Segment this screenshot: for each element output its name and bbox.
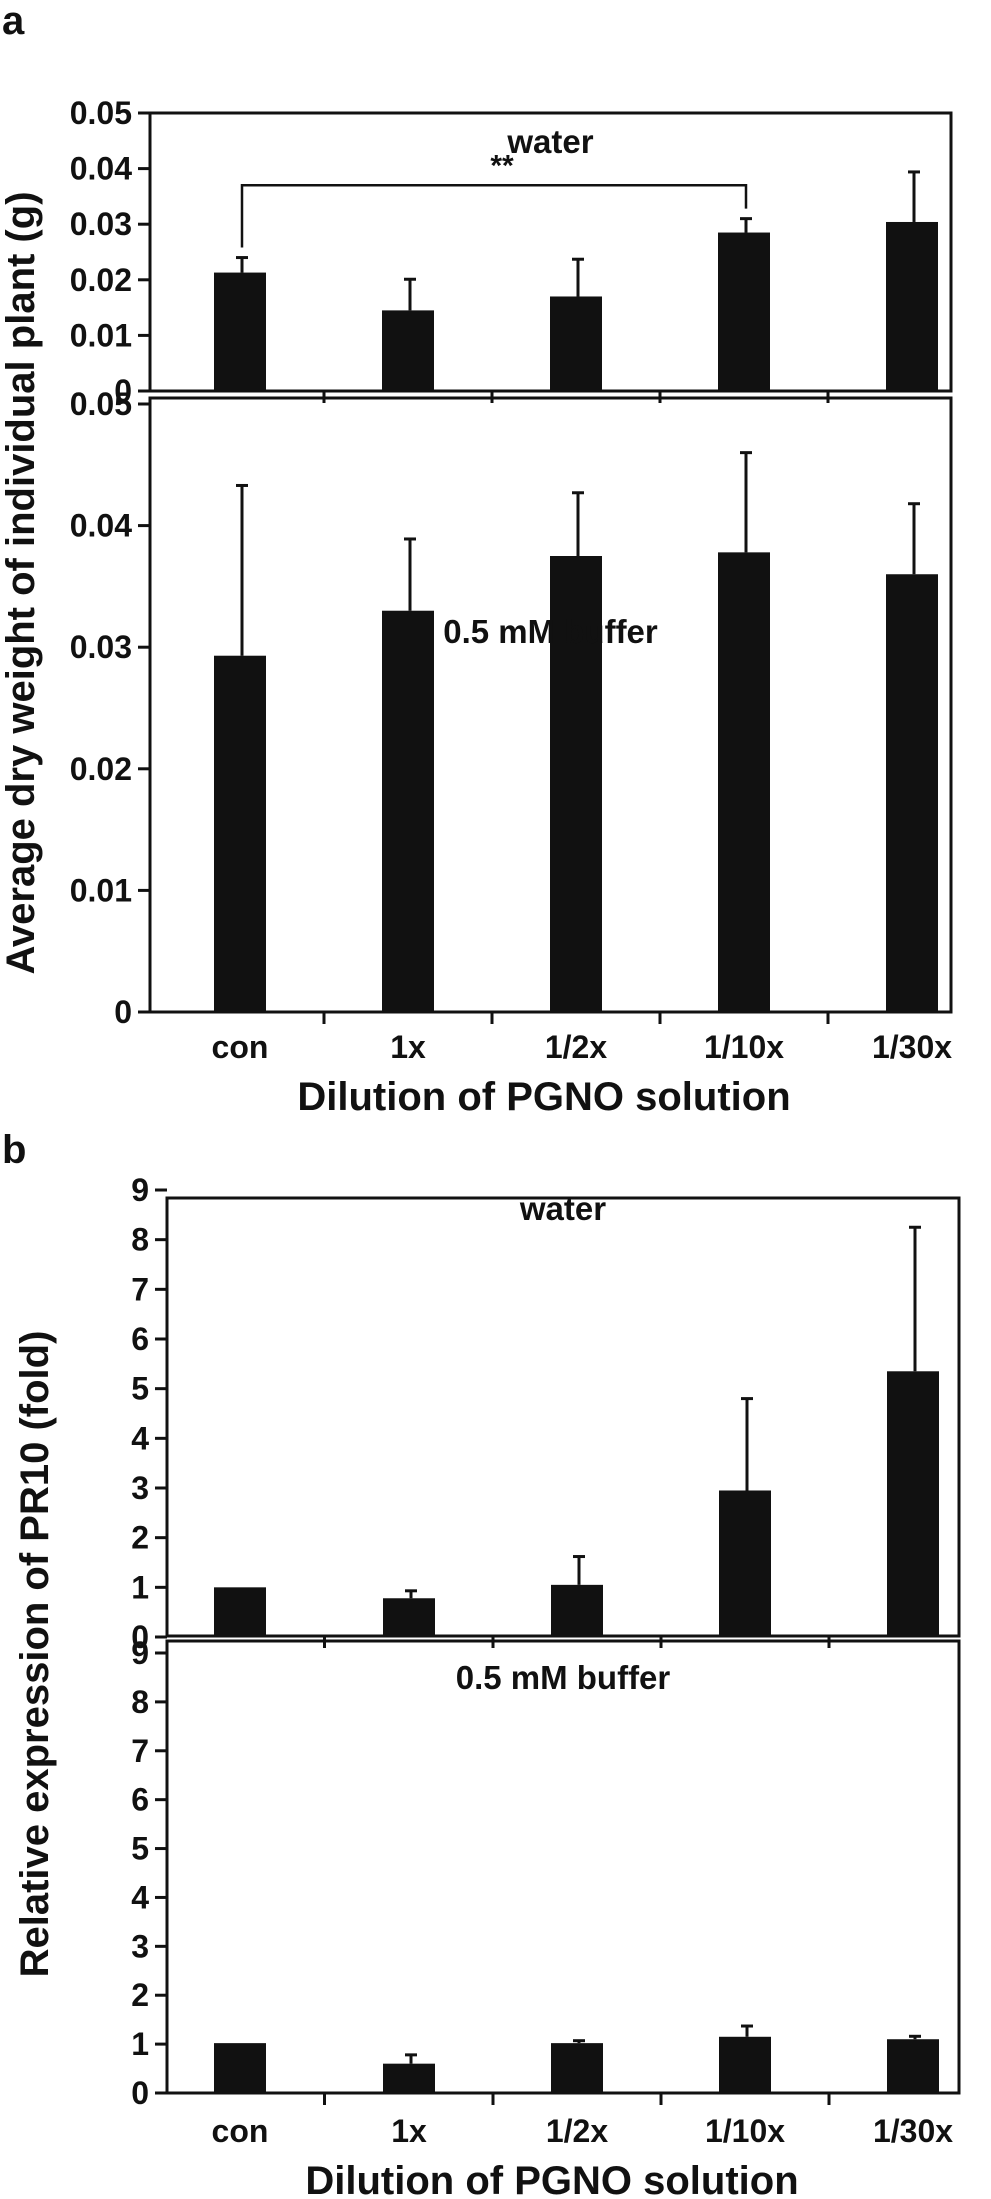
bar-1/2x <box>550 556 602 1012</box>
bar-1x <box>383 1598 435 1637</box>
bar-1x <box>383 2063 435 2093</box>
panel-a-letter: a <box>2 0 25 43</box>
category-label: con <box>212 2113 269 2149</box>
y-tick-label: 3 <box>131 1928 149 1964</box>
bar-1/10x <box>718 552 770 1012</box>
y-tick-label: 7 <box>131 1733 149 1769</box>
category-label: 1/2x <box>545 1029 607 1065</box>
category-label: 1/2x <box>546 2113 608 2149</box>
y-tick-label: 1 <box>131 1569 149 1605</box>
y-tick-label: 0 <box>131 1619 149 1655</box>
y-tick-label: 0.01 <box>70 872 132 908</box>
category-label: 1/30x <box>872 1029 952 1065</box>
y-tick-label: 2 <box>131 1977 149 2013</box>
panel-title: 0.5 mM buffer <box>456 1659 671 1696</box>
bar-con <box>214 1587 266 1637</box>
bar-1/10x <box>719 1490 771 1637</box>
panel-b-x-axis-title: Dilution of PGNO solution <box>305 2159 798 2199</box>
y-tick-label: 4 <box>131 1420 149 1456</box>
category-label: 1/30x <box>873 2113 953 2149</box>
y-tick-label: 1 <box>131 2026 149 2062</box>
panel-title: 0.5 mM buffer <box>443 613 658 650</box>
bar-1/10x <box>719 2036 771 2093</box>
y-tick-label: 0.03 <box>70 206 132 242</box>
y-tick-label: 0.05 <box>70 95 132 131</box>
y-tick-label: 5 <box>131 1831 149 1867</box>
significance-label: ** <box>490 149 514 182</box>
bar-1/30x <box>886 574 938 1012</box>
y-tick-label: 7 <box>131 1271 149 1307</box>
y-tick-label: 8 <box>131 1222 149 1258</box>
y-tick-label: 0.02 <box>70 262 132 298</box>
y-tick-label: 6 <box>131 1782 149 1818</box>
bar-1/30x <box>887 1371 939 1637</box>
category-label: con <box>212 1029 269 1065</box>
plot-frame <box>165 1639 961 2095</box>
chart-a-buffer: 0 0.01 0.02 0.03 0.04 0.05 0.5 mM buffer <box>70 386 953 1030</box>
y-tick-label: 0.05 <box>70 386 132 422</box>
y-tick-label: 3 <box>131 1470 149 1506</box>
chart-b-buffer: 0 1 2 3 4 5 6 7 8 9 0.5 mM buffer <box>131 1635 961 2111</box>
y-tick-label: 6 <box>131 1321 149 1357</box>
y-tick-label: 0.03 <box>70 629 132 665</box>
bar-1/30x <box>886 221 938 391</box>
panel-title: water <box>506 123 593 160</box>
y-tick-label: 0.01 <box>70 317 132 353</box>
bar-1/2x <box>550 296 602 391</box>
bar-1/30x <box>887 2039 939 2093</box>
chart-a-water: 0 0.01 0.02 0.03 0.04 0.05 water** <box>70 95 953 409</box>
y-tick-label: 0 <box>114 373 132 409</box>
y-tick-label: 2 <box>131 1520 149 1556</box>
bar-con <box>214 2043 266 2093</box>
bar-1x <box>382 610 434 1012</box>
bar-1/2x <box>551 1584 603 1637</box>
bar-con <box>214 655 266 1012</box>
panel-b-category-labels: con 1x 1/2x 1/10x 1/30x <box>212 2113 954 2149</box>
bar-1x <box>382 310 434 391</box>
category-label: 1x <box>390 1029 426 1065</box>
y-tick-label: 0 <box>114 994 132 1030</box>
category-label: 1/10x <box>705 2113 785 2149</box>
y-tick-label: 0.04 <box>70 508 132 544</box>
panel-a-category-labels: con 1x 1/2x 1/10x 1/30x <box>212 1029 953 1065</box>
category-label: 1/10x <box>704 1029 784 1065</box>
bar-1/10x <box>718 232 770 391</box>
bar-con <box>214 272 266 391</box>
panel-a-y-axis-title: Average dry weight of individual plant (… <box>0 191 43 974</box>
y-tick-label: 0.04 <box>70 151 132 187</box>
chart-b-water: 0 1 2 3 4 5 6 7 8 9 water <box>131 1172 961 1655</box>
y-tick-label: 5 <box>131 1371 149 1407</box>
y-tick-label: 4 <box>131 1879 149 1915</box>
y-tick-label: 9 <box>131 1172 149 1208</box>
panel-a-x-axis-title: Dilution of PGNO solution <box>297 1075 790 1119</box>
panel-title: water <box>519 1190 606 1227</box>
panel-b-y-axis-title: Relative expression of PR10 (fold) <box>13 1331 57 1978</box>
y-tick-label: 8 <box>131 1684 149 1720</box>
y-tick-label: 9 <box>131 1635 149 1671</box>
y-tick-label: 0.02 <box>70 751 132 787</box>
panel-b-letter: b <box>2 1128 26 1172</box>
category-label: 1x <box>391 2113 427 2149</box>
bar-1/2x <box>551 2043 603 2093</box>
y-tick-label: 0 <box>131 2075 149 2111</box>
plot-frame <box>165 1196 961 1638</box>
significance-bracket <box>240 184 748 248</box>
